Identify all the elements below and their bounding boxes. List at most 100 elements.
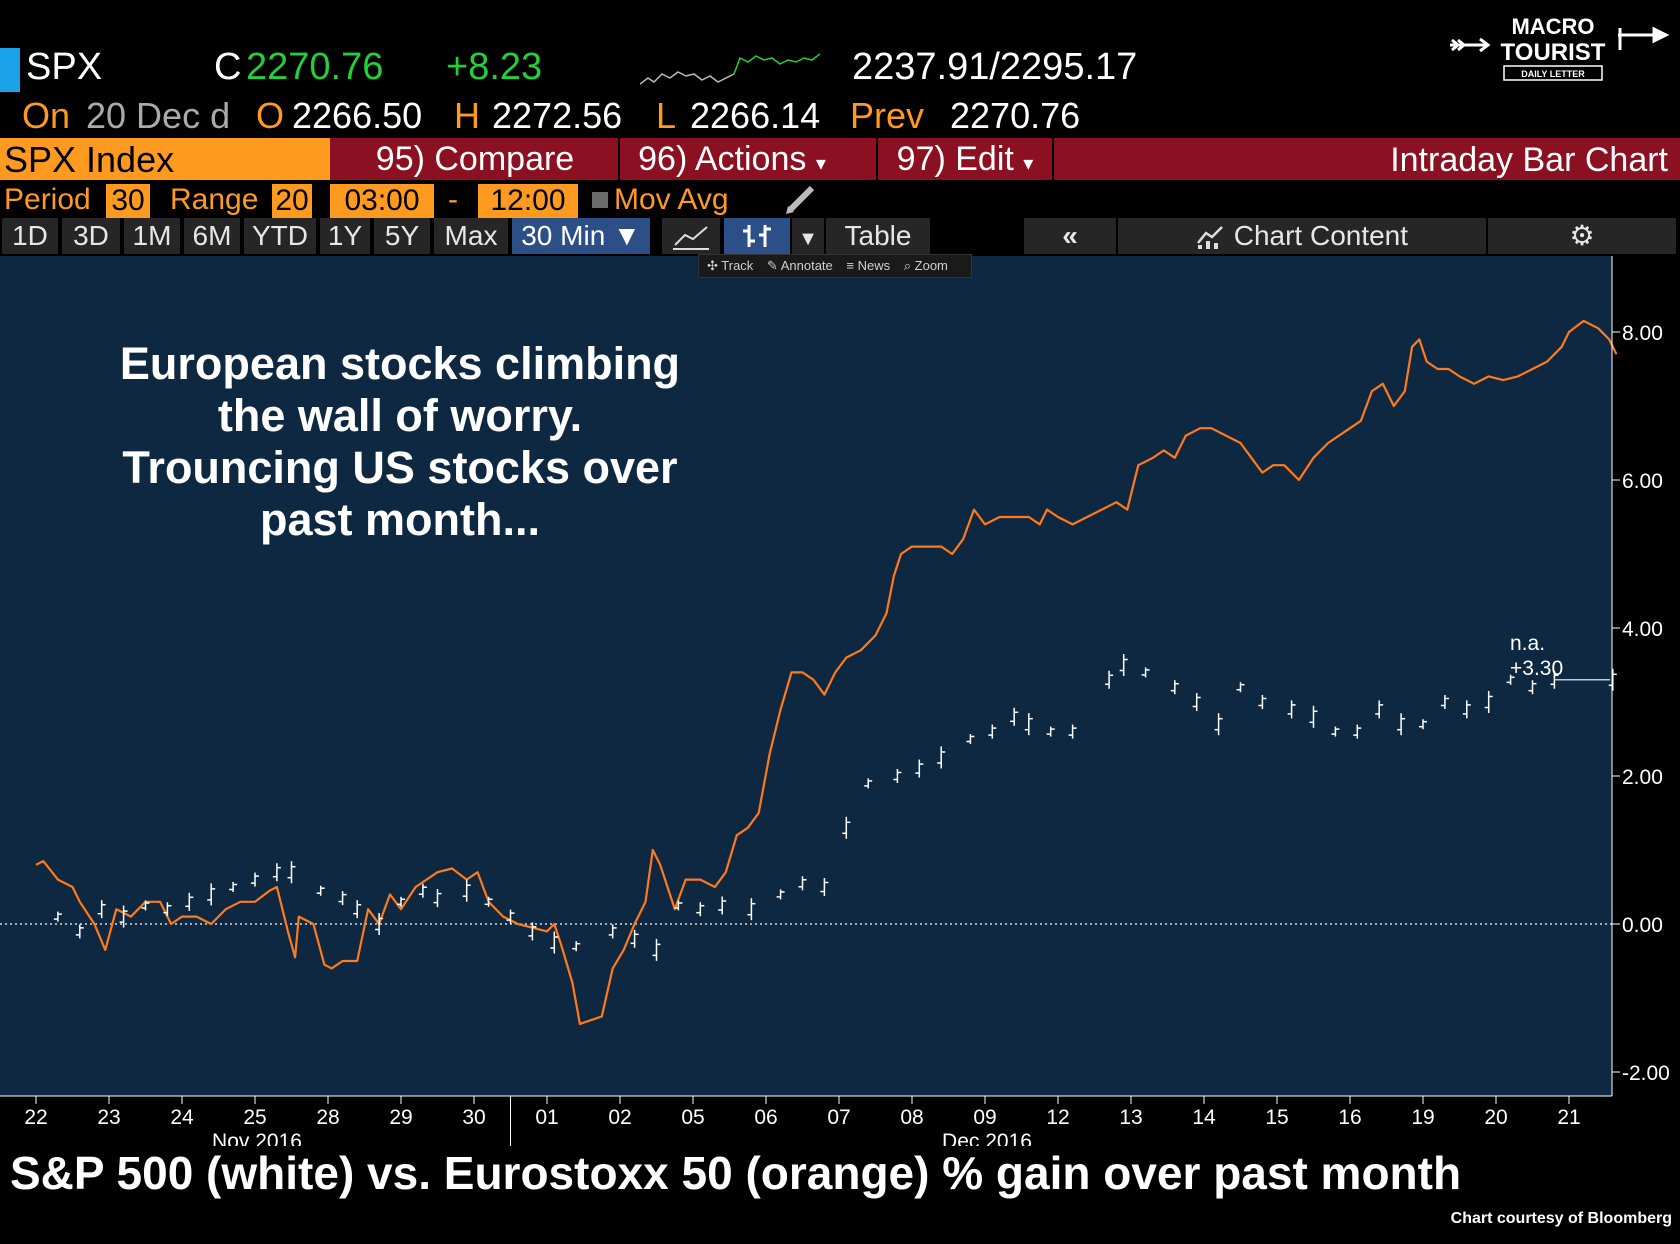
security-marker [0, 48, 20, 92]
open-value: 2266.50 [292, 95, 423, 136]
chart-content-icon [1196, 226, 1223, 249]
edit-button[interactable]: 97) Edit ▾ [880, 138, 1050, 180]
y-tick-label: -2.00 [1622, 1062, 1670, 1085]
eurostoxx-series-line [35, 319, 1618, 1026]
actions-button[interactable]: 96) Actions ▾ [620, 138, 844, 180]
range-label: Range [170, 183, 259, 216]
prev-label: Prev [850, 95, 925, 136]
mov-avg-checkbox[interactable] [592, 192, 608, 208]
zoom-tool[interactable]: ⌕ Zoom [903, 258, 948, 273]
x-tick-label: 13 [1119, 1106, 1142, 1129]
right-arrow-icon [1618, 26, 1670, 50]
settings-button[interactable]: ⚙ [1488, 218, 1676, 254]
x-tick-label: 12 [1046, 1106, 1069, 1129]
period-input[interactable]: 30 [106, 184, 150, 218]
actions-label: 96) Actions [638, 140, 807, 178]
chart-svg: n.a.+3.30 8.00 6.00 4.00 2.00 0.00 -2.00 22 23 2… [0, 256, 1670, 1146]
x-tick-label: 07 [827, 1106, 850, 1129]
y-tick-label: 6.00 [1622, 470, 1663, 493]
y-tick-label: 2.00 [1622, 766, 1663, 789]
compare-button[interactable]: 95) Compare [375, 140, 575, 178]
x-tick-label: 16 [1338, 1106, 1361, 1129]
tab-max[interactable]: Max [434, 218, 508, 254]
annotation-line-1: European stocks climbing [119, 338, 681, 389]
macro-tourist-logo: MACRO TOURIST DAILY LETTER [1450, 14, 1670, 81]
interval-dropdown[interactable]: 30 Min ▼ [512, 218, 650, 254]
chart-toolbar: ✣ Track ✎ Annotate ≡ News ⌕ Zoom [698, 254, 972, 278]
x-tick-label: 02 [608, 1106, 631, 1129]
pencil-icon[interactable] [784, 184, 818, 214]
x-tick-label: 19 [1411, 1106, 1434, 1129]
bar-chart-button[interactable] [724, 218, 790, 254]
y-tick-label: 8.00 [1622, 322, 1663, 345]
tab-1y[interactable]: 1Y [320, 218, 370, 254]
tab-6m[interactable]: 6M [184, 218, 240, 254]
close-label: C [214, 46, 242, 88]
bar-chart-icon [743, 225, 771, 247]
y-tick-label: 4.00 [1622, 618, 1663, 641]
tab-3d[interactable]: 3D [62, 218, 120, 254]
left-arrow-icon [1450, 37, 1491, 53]
gear-icon: ⚙ [1569, 220, 1595, 251]
high-label: H [454, 95, 480, 136]
security-field[interactable]: SPX Index [0, 138, 330, 180]
tab-5y[interactable]: 5Y [374, 218, 430, 254]
last-value-na: n.a. [1510, 632, 1545, 655]
x-tick-label: 14 [1192, 1106, 1216, 1129]
prev-value: 2270.76 [950, 95, 1081, 136]
x-tick-label: 06 [754, 1106, 777, 1129]
y-tick-label: 0.00 [1622, 914, 1663, 937]
chart-content-button[interactable]: Chart Content [1118, 218, 1486, 254]
x-tick-label: 09 [973, 1106, 996, 1129]
news-tool[interactable]: ≡ News [846, 258, 891, 273]
x-tick-label: 21 [1557, 1106, 1580, 1129]
annotation-line-2: the wall of worry. [217, 390, 583, 441]
chart-caption: S&P 500 (white) vs. Eurostoxx 50 (orange… [10, 1147, 1462, 1199]
month-label: Nov 2016 [212, 1130, 302, 1146]
close-value: 2270.76 [246, 46, 384, 88]
chart-annotation: European stocks climbing the wall of wor… [80, 338, 720, 546]
time-dash: - [448, 183, 458, 216]
start-time-input[interactable]: 03:00 [330, 184, 434, 218]
collapse-button[interactable]: « [1024, 218, 1116, 254]
tab-1m[interactable]: 1M [124, 218, 180, 254]
chart-credit: Chart courtesy of Bloomberg [1450, 1210, 1672, 1227]
date-label: 20 Dec d [86, 95, 231, 136]
period-label: Period [4, 183, 91, 216]
x-tick-label: 28 [316, 1106, 339, 1129]
high-value: 2272.56 [492, 95, 623, 136]
low-value: 2266.14 [690, 95, 821, 136]
annotate-tool[interactable]: ✎ Annotate [766, 258, 833, 273]
logo-line3: DAILY LETTER [1521, 69, 1585, 79]
mov-avg-label: Mov Avg [614, 183, 729, 216]
chart-type-dropdown[interactable]: ▼ [792, 218, 824, 254]
tab-1d[interactable]: 1D [2, 218, 58, 254]
chart-content-label: Chart Content [1233, 220, 1409, 251]
table-button[interactable]: Table [826, 218, 930, 254]
sparkline-green [733, 53, 820, 75]
chevron-down-icon: ▼ [798, 228, 818, 250]
function-title: Intraday Bar Chart [1390, 141, 1668, 179]
annotation-line-4: past month... [260, 494, 540, 545]
edit-dropdown-icon: ▾ [1023, 153, 1034, 175]
x-tick-label: 05 [681, 1106, 704, 1129]
annotation-line-3: Trouncing US stocks over [122, 442, 678, 493]
x-tick-label: 25 [243, 1106, 266, 1129]
month-label: Dec 2016 [942, 1130, 1032, 1146]
track-tool[interactable]: ✣ Track [707, 258, 754, 273]
logo-line1: MACRO [1511, 14, 1594, 39]
range-tabs: 1D 3D 1M 6M YTD 1Y 5Y Max 30 Min ▼ ▼ Tab… [0, 218, 1680, 256]
end-time-input[interactable]: 12:00 [478, 184, 578, 218]
line-chart-button[interactable] [662, 218, 720, 254]
tab-ytd[interactable]: YTD [244, 218, 316, 254]
on-label: On [22, 95, 71, 136]
actions-dropdown-icon: ▾ [815, 153, 826, 175]
line-chart-icon [673, 226, 709, 250]
x-tick-label: 22 [24, 1106, 47, 1129]
x-tick-label: 24 [170, 1106, 194, 1129]
sparkline-gray [640, 71, 735, 85]
logo-line2: TOURIST [1501, 39, 1606, 66]
ticker-symbol: SPX [26, 46, 103, 88]
range-input[interactable]: 20 [272, 184, 312, 218]
x-tick-label: 15 [1265, 1106, 1288, 1129]
